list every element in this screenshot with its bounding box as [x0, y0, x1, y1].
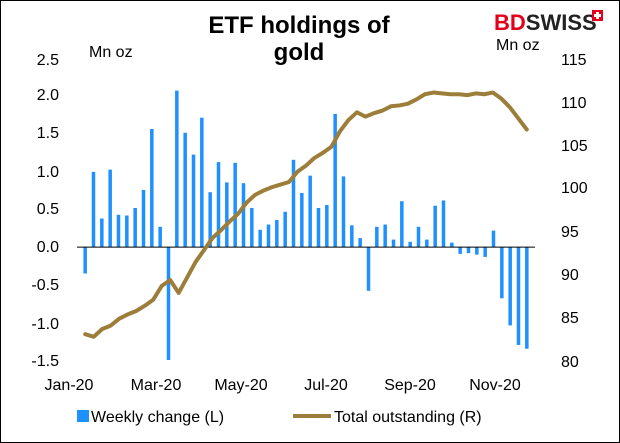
- weekly-change-bar: [225, 182, 229, 248]
- chart-title-line-2: gold: [274, 39, 325, 66]
- x-tick-label: May-20: [214, 377, 267, 394]
- right-tick-label: 80: [561, 354, 579, 371]
- weekly-change-bar: [300, 192, 304, 248]
- weekly-change-bar: [425, 239, 429, 248]
- weekly-change-bar: [308, 175, 312, 248]
- legend-label-weekly-change: Weekly change (L): [91, 409, 224, 426]
- weekly-change-bar: [191, 154, 196, 248]
- left-tick-label: -1.0: [31, 316, 59, 333]
- x-tick-label: Nov-20: [469, 377, 521, 394]
- weekly-change-bar: [208, 192, 212, 248]
- weekly-change-bar: [383, 224, 387, 248]
- right-tick-label: 105: [561, 138, 588, 155]
- bdswiss-logo: BDSWISS: [494, 10, 603, 35]
- weekly-change-bar: [466, 247, 471, 254]
- weekly-change-bar: [358, 238, 362, 248]
- weekly-change-bar: [283, 211, 287, 248]
- left-axis-ticks: 2.5 2.0 1.5 1.0 0.5 0.0 -0.5 -1.0 -1.5: [31, 52, 59, 370]
- logo-swiss: SWISS: [526, 10, 597, 35]
- weekly-change-bar: [266, 224, 271, 248]
- left-tick-label: 2.0: [37, 87, 59, 104]
- weekly-change-bar: [325, 204, 329, 248]
- right-tick-label: 90: [561, 267, 579, 284]
- left-tick-label: -1.5: [31, 353, 59, 370]
- right-tick-label: 100: [561, 180, 588, 197]
- weekly-change-bar: [316, 208, 321, 248]
- weekly-change-bar: [216, 162, 221, 248]
- weekly-change-bar: [166, 247, 171, 361]
- weekly-change-bar: [525, 247, 529, 349]
- legend-label-total-outstanding: Total outstanding (R): [334, 409, 482, 426]
- weekly-change-bar: [341, 176, 346, 248]
- legend: Weekly change (L) Total outstanding (R): [77, 409, 482, 426]
- weekly-change-bar: [400, 201, 404, 248]
- weekly-change-bar: [450, 242, 454, 248]
- x-axis-ticks: Jan-20 Mar-20 May-20 Jul-20 Sep-20 Nov-2…: [45, 377, 521, 394]
- weekly-change-bar: [516, 247, 521, 345]
- weekly-change-bar: [291, 159, 296, 248]
- weekly-change-bar: [150, 128, 154, 248]
- weekly-change-bar: [375, 226, 379, 248]
- weekly-change-bar: [408, 241, 412, 248]
- right-axis-ticks: 115 110 105 100 95 90 85 80: [561, 52, 588, 371]
- weekly-change-bar: [250, 208, 254, 248]
- weekly-change-bar: [125, 215, 129, 248]
- x-tick-label: Jan-20: [45, 377, 94, 394]
- left-tick-label: 1.5: [37, 125, 59, 142]
- left-tick-label: 1.0: [37, 164, 59, 181]
- left-tick-label: 2.5: [37, 52, 59, 69]
- left-tick-label: 0.5: [37, 201, 59, 218]
- right-tick-label: 85: [561, 310, 579, 327]
- weekly-change-bar: [116, 214, 121, 248]
- weekly-change-bar: [366, 247, 371, 291]
- total-outstanding-line: [83, 90, 529, 339]
- weekly-change-bar: [391, 239, 396, 248]
- left-tick-label: -0.5: [31, 277, 59, 294]
- left-tick-label: 0.0: [37, 239, 59, 256]
- weekly-change-bar: [183, 132, 187, 248]
- weekly-change-bar: [233, 162, 237, 248]
- swiss-cross-icon-h: [594, 14, 601, 17]
- weekly-change-bar: [483, 247, 487, 257]
- left-axis-unit: Mn oz: [89, 44, 133, 61]
- weekly-change-bar: [100, 218, 104, 248]
- right-tick-label: 95: [561, 224, 579, 241]
- weekly-change-bar: [500, 247, 504, 299]
- weekly-change-bar: [133, 208, 137, 248]
- logo-bd: BD: [494, 10, 526, 35]
- weekly-change-bar: [350, 225, 354, 248]
- weekly-change-bar: [441, 200, 446, 248]
- weekly-change-bar: [175, 90, 179, 248]
- weekly-change-bar: [258, 229, 262, 248]
- chart-title-line-1: ETF holdings of: [208, 12, 390, 39]
- right-tick-label: 110: [561, 95, 587, 112]
- weekly-change-bar: [83, 247, 87, 274]
- weekly-change-bar: [275, 220, 279, 248]
- weekly-change-bar: [91, 171, 96, 248]
- weekly-change-bar: [508, 247, 512, 326]
- weekly-change-bar: [200, 117, 204, 248]
- weekly-change-bar: [141, 189, 146, 248]
- x-tick-label: Jul-20: [304, 377, 348, 394]
- weekly-change-bar: [458, 247, 462, 254]
- legend-swatch-weekly-change: [77, 410, 89, 422]
- weekly-change-bar: [241, 183, 246, 248]
- weekly-change-bars: [83, 90, 529, 361]
- weekly-change-bar: [491, 230, 496, 248]
- weekly-change-bar: [158, 226, 162, 248]
- right-tick-label: 115: [561, 52, 587, 69]
- x-tick-label: Sep-20: [384, 377, 436, 394]
- right-axis-unit: Mn oz: [496, 37, 540, 54]
- x-tick-label: Mar-20: [131, 377, 182, 394]
- weekly-change-bar: [475, 247, 479, 255]
- weekly-change-bar: [433, 205, 437, 248]
- weekly-change-bar: [333, 113, 337, 248]
- logo-bd-text: BDSWISS: [494, 10, 597, 35]
- weekly-change-bar: [416, 226, 421, 248]
- weekly-change-bar: [108, 169, 112, 248]
